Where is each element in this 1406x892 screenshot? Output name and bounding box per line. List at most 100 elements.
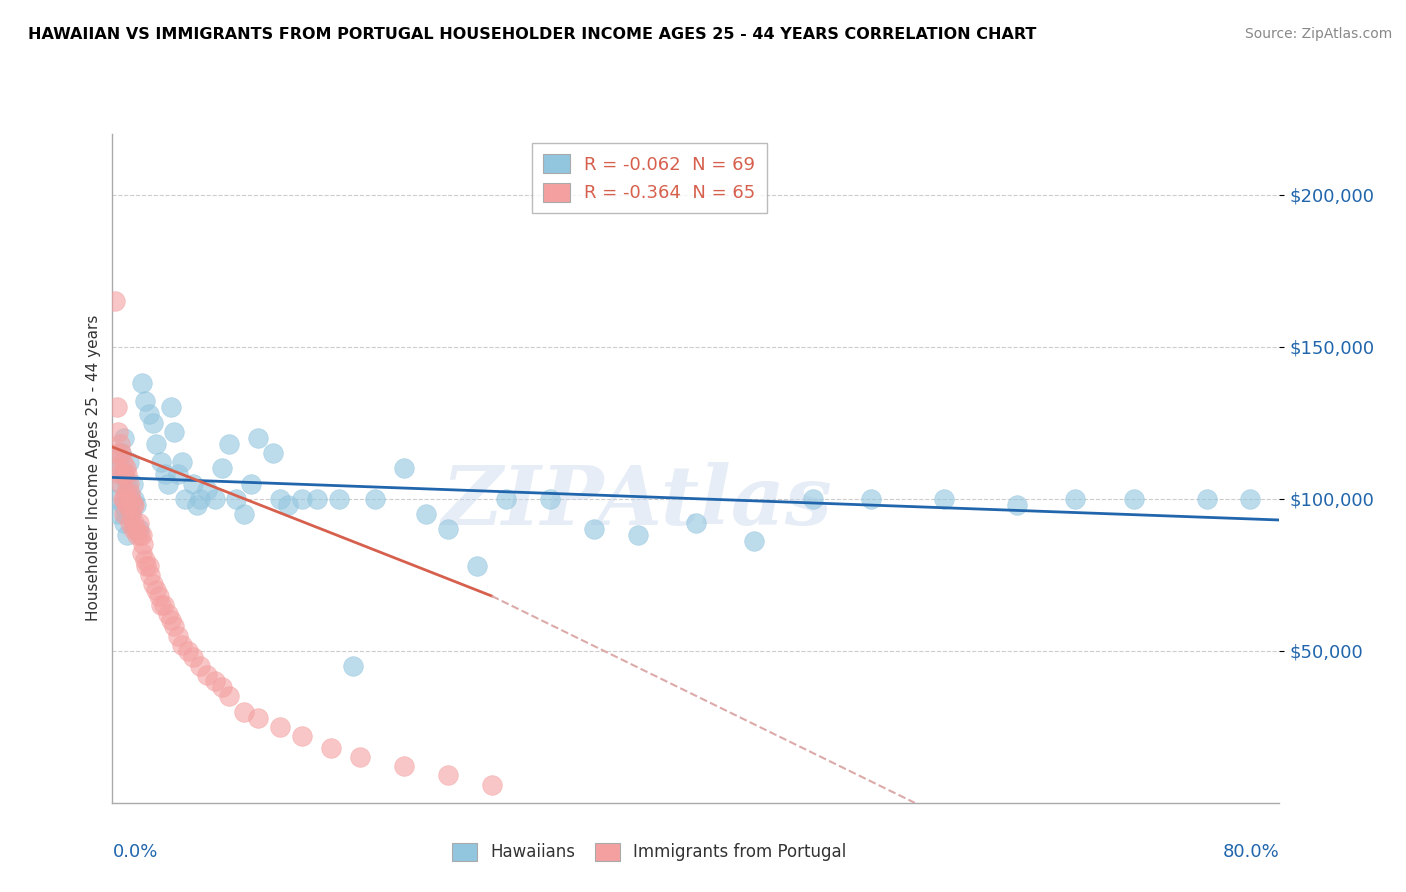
Point <box>152 598 174 612</box>
Point <box>240 476 263 491</box>
Point <box>437 522 460 536</box>
Point <box>247 711 270 725</box>
Point <box>128 522 150 536</box>
Point <box>120 507 142 521</box>
Point <box>262 446 284 460</box>
Point <box>177 644 200 658</box>
Point <box>188 491 211 506</box>
Point <box>124 516 146 530</box>
Point <box>392 461 416 475</box>
Point <box>186 498 208 512</box>
Point <box>127 528 149 542</box>
Point <box>232 705 254 719</box>
Point <box>120 507 142 521</box>
Point <box>118 485 141 500</box>
Point <box>481 778 503 792</box>
Point <box>160 401 183 415</box>
Point <box>112 431 135 445</box>
Point <box>135 558 157 573</box>
Point <box>111 455 134 469</box>
Point <box>291 491 314 506</box>
Point <box>107 425 129 439</box>
Point <box>1064 491 1087 506</box>
Point <box>132 537 155 551</box>
Text: ZIPAtlas: ZIPAtlas <box>441 462 834 541</box>
Point <box>110 446 132 460</box>
Point <box>495 491 517 506</box>
Point <box>204 674 226 689</box>
Point <box>167 628 190 642</box>
Point <box>167 467 190 482</box>
Point <box>328 491 350 506</box>
Point <box>105 446 128 460</box>
Point <box>125 522 148 536</box>
Point <box>108 461 131 475</box>
Point <box>742 534 765 549</box>
Point <box>218 437 240 451</box>
Point <box>181 649 204 664</box>
Point <box>163 619 186 633</box>
Point <box>211 461 233 475</box>
Point <box>142 577 165 591</box>
Point <box>111 467 134 482</box>
Point <box>108 467 131 482</box>
Point <box>801 491 824 506</box>
Point <box>291 729 314 743</box>
Point <box>110 476 132 491</box>
Point <box>218 690 240 704</box>
Point <box>104 294 127 309</box>
Text: Source: ZipAtlas.com: Source: ZipAtlas.com <box>1244 27 1392 41</box>
Point <box>138 407 160 421</box>
Text: 0.0%: 0.0% <box>112 843 157 861</box>
Point <box>160 613 183 627</box>
Point <box>112 507 135 521</box>
Point <box>181 476 204 491</box>
Point <box>174 491 197 506</box>
Point <box>465 558 488 573</box>
Point <box>134 394 156 409</box>
Point <box>115 498 138 512</box>
Point <box>114 461 136 475</box>
Point <box>128 516 150 530</box>
Point <box>112 491 135 506</box>
Point <box>437 768 460 782</box>
Point <box>276 498 298 512</box>
Point <box>305 491 328 506</box>
Point <box>139 567 162 582</box>
Point <box>195 483 218 497</box>
Point <box>117 476 139 491</box>
Point <box>188 659 211 673</box>
Point <box>122 522 145 536</box>
Point <box>145 437 167 451</box>
Point <box>582 522 605 536</box>
Point <box>142 416 165 430</box>
Point <box>108 437 131 451</box>
Point <box>138 558 160 573</box>
Point <box>114 485 136 500</box>
Point <box>149 455 172 469</box>
Point <box>211 680 233 694</box>
Point <box>122 498 145 512</box>
Legend: Hawaiians, Immigrants from Portugal: Hawaiians, Immigrants from Portugal <box>446 836 853 868</box>
Point <box>204 491 226 506</box>
Point <box>107 507 129 521</box>
Point <box>1239 491 1261 506</box>
Point <box>105 491 128 506</box>
Point <box>349 750 371 764</box>
Point <box>364 491 387 506</box>
Point <box>932 491 955 506</box>
Point <box>156 476 179 491</box>
Point <box>117 498 139 512</box>
Point <box>110 446 132 460</box>
Point <box>105 401 128 415</box>
Point <box>131 546 153 560</box>
Point <box>148 589 170 603</box>
Point <box>115 476 138 491</box>
Point <box>134 552 156 566</box>
Point <box>120 491 142 506</box>
Point <box>538 491 561 506</box>
Point <box>131 376 153 391</box>
Point <box>156 607 179 622</box>
Text: 80.0%: 80.0% <box>1223 843 1279 861</box>
Point <box>124 491 146 506</box>
